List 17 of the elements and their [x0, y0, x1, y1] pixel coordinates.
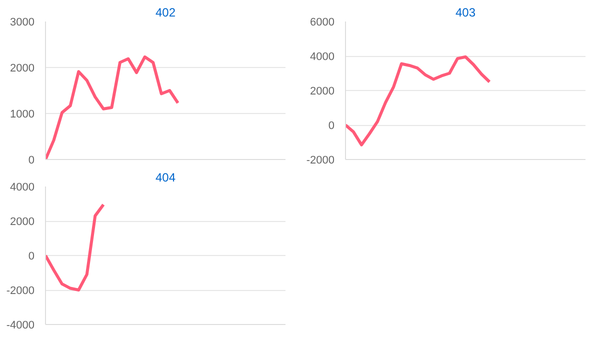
y-tick-label: -2000 — [6, 285, 35, 297]
y-tick-label: 6000 — [310, 16, 335, 28]
y-tick-label: 2000 — [10, 216, 35, 228]
chart-title: 402 — [155, 6, 176, 20]
y-tick-label: -4000 — [6, 320, 35, 332]
y-tick-label: 2000 — [10, 62, 35, 74]
y-tick-label: 4000 — [10, 182, 35, 194]
y-tick-label: 0 — [28, 154, 35, 166]
y-tick-label: 0 — [328, 120, 335, 132]
y-tick-label: 3000 — [10, 16, 35, 28]
chart-title: 404 — [155, 170, 176, 184]
chart-title: 403 — [455, 6, 476, 20]
y-tick-label: 0 — [28, 250, 35, 262]
y-tick-label: 4000 — [310, 51, 335, 63]
y-tick-label: -2000 — [306, 154, 335, 166]
y-tick-label: 2000 — [310, 86, 335, 98]
y-tick-label: 1000 — [10, 108, 35, 120]
